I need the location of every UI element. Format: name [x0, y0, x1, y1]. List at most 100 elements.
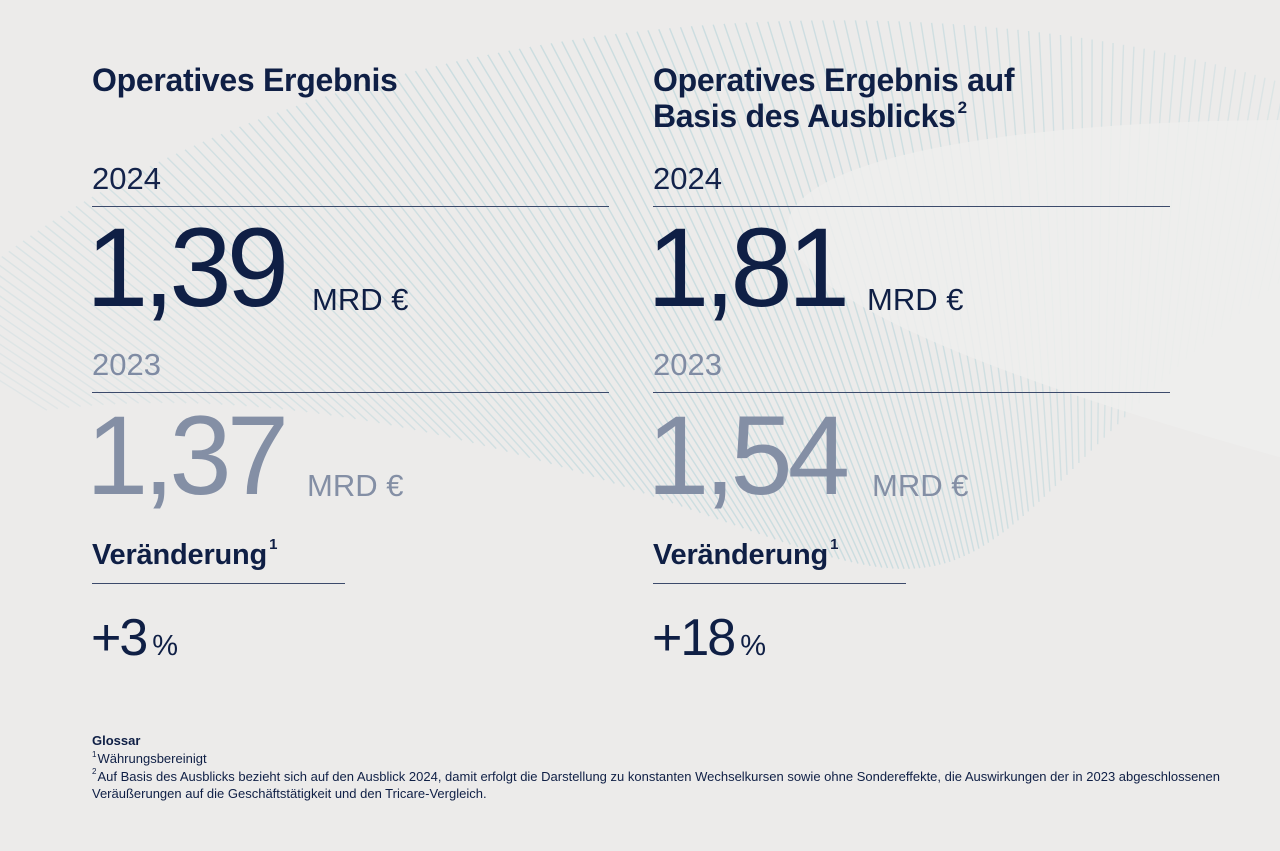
- decorative-line: [414, 70, 719, 520]
- decorative-line: [15, 245, 223, 405]
- glossary-note-2-text: Auf Basis des Ausblicks bezieht sich auf…: [92, 768, 1220, 802]
- decorative-line: [115, 182, 380, 424]
- decorative-line: [267, 115, 574, 471]
- glossary-note-1-text: Währungsbereinigt: [97, 751, 207, 766]
- decorative-line: [324, 96, 635, 491]
- decorative-line: [384, 78, 692, 511]
- decorative-line: [593, 36, 847, 562]
- decorative-line: [0, 370, 59, 410]
- decorative-line: [0, 285, 163, 404]
- left-title-text: Operatives Ergebnis: [92, 62, 398, 98]
- decorative-line: [158, 161, 440, 436]
- decorative-line: [0, 379, 48, 411]
- decorative-line: [679, 26, 894, 569]
- glossary-note-2-marker: 2: [92, 767, 97, 777]
- decorative-line: [37, 230, 260, 408]
- left-column-title: Operatives Ergebnis: [92, 62, 592, 98]
- decorative-line: [508, 50, 791, 545]
- left-divider-previous: [92, 392, 609, 393]
- decorative-line: [0, 295, 151, 404]
- left-value-current: 1,39: [86, 205, 289, 330]
- left-year-previous: 2023: [92, 347, 161, 382]
- decorative-line: [723, 23, 916, 569]
- left-change-label: Veränderung 1: [92, 536, 278, 572]
- decorative-line: [238, 126, 542, 462]
- decorative-line: [8, 250, 211, 405]
- decorative-line: [0, 305, 140, 404]
- decorative-line: [344, 89, 655, 498]
- left-year-current: 2024: [92, 161, 161, 196]
- decorative-line: [334, 92, 645, 494]
- right-year-previous: 2023: [653, 347, 722, 382]
- left-divider-current: [92, 206, 609, 207]
- right-change-value: +18%: [652, 610, 766, 666]
- right-divider-current: [653, 206, 1170, 207]
- decorative-line: [476, 56, 769, 538]
- decorative-line: [636, 31, 871, 567]
- decorative-line: [107, 187, 368, 422]
- glossary-note-1: 1Währungsbereinigt: [92, 750, 1222, 768]
- decorative-line: [529, 46, 806, 550]
- decorative-line: [0, 334, 104, 406]
- decorative-line: [0, 352, 81, 407]
- right-column-title: Operatives Ergebnis auf Basis des Ausbli…: [653, 62, 1153, 134]
- decorative-line: [625, 32, 865, 565]
- decorative-line: [211, 137, 508, 453]
- left-change-label-footnote: 1: [269, 536, 278, 554]
- decorative-line: [455, 61, 753, 532]
- left-value-previous: 1,37: [86, 393, 289, 518]
- decorative-line: [75, 205, 320, 415]
- decorative-line: [497, 52, 784, 543]
- decorative-line: [668, 27, 889, 569]
- decorative-line: [229, 130, 531, 459]
- decorative-line: [394, 75, 701, 514]
- decorative-line: [202, 141, 497, 450]
- decorative-line: [132, 174, 404, 429]
- decorative-line: [193, 145, 486, 447]
- glossary-title: Glossar: [92, 733, 141, 748]
- decorative-line: [29, 235, 247, 407]
- decorative-line: [354, 87, 665, 501]
- decorative-line: [701, 25, 905, 570]
- decorative-line: [91, 196, 344, 418]
- decorative-lens: [787, 120, 1280, 458]
- decorative-line: [712, 24, 910, 570]
- right-change-label-text: Veränderung: [653, 539, 829, 571]
- decorative-line: [487, 54, 776, 540]
- right-unit-previous: MRD €: [872, 468, 969, 503]
- decorative-line: [305, 102, 615, 484]
- decorative-line: [445, 63, 744, 529]
- decorative-line: [0, 275, 175, 404]
- left-unit-current: MRD €: [312, 282, 409, 317]
- left-change-unit: %: [152, 630, 179, 662]
- decorative-line: [561, 41, 827, 556]
- left-change-number: +3: [91, 609, 148, 667]
- decorative-line: [539, 44, 813, 552]
- decorative-line: [425, 68, 728, 523]
- glossary-note-1-marker: 1: [92, 749, 97, 759]
- decorative-line: [647, 30, 877, 567]
- decorative-line: [614, 33, 859, 564]
- right-change-label-footnote: 1: [830, 536, 839, 554]
- decorative-line: [582, 38, 840, 560]
- decorative-line: [0, 343, 93, 407]
- decorative-line: [67, 210, 308, 413]
- right-divider-previous: [653, 392, 1170, 393]
- right-divider-change: [653, 583, 906, 584]
- right-change-number: +18: [652, 609, 736, 667]
- decorative-line: [571, 39, 834, 558]
- decorative-line: [658, 29, 883, 568]
- decorative-line: [248, 122, 553, 465]
- right-year-current: 2024: [653, 161, 722, 196]
- decorative-line: [604, 35, 853, 563]
- decorative-line: [166, 157, 451, 438]
- decorative-line: [0, 361, 70, 409]
- left-unit-previous: MRD €: [307, 468, 404, 503]
- decorative-line: [295, 105, 605, 481]
- decorative-line: [374, 81, 683, 507]
- decorative-line: [1, 256, 199, 404]
- decorative-line: [286, 108, 595, 478]
- left-change-value: +3%: [91, 610, 178, 666]
- decorative-line: [60, 215, 296, 412]
- decorative-line: [518, 48, 799, 548]
